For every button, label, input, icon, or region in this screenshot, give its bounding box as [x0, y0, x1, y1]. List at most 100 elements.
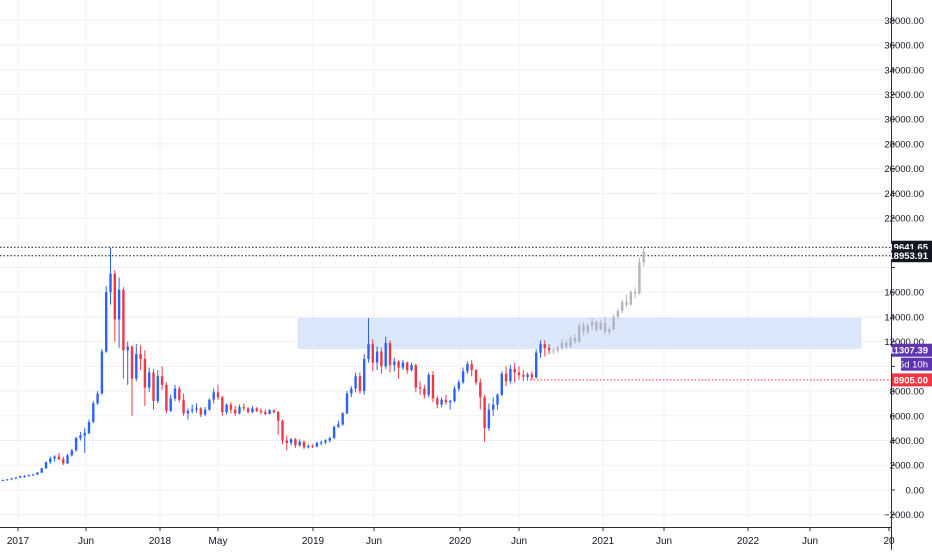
- candle-body: [461, 371, 465, 383]
- time-axis-background: [0, 527, 891, 550]
- price-label-tag: 11307.39: [889, 343, 932, 357]
- candle-body: [418, 387, 422, 389]
- candle-body: [496, 394, 499, 405]
- y-tick-label: 16000.00: [884, 288, 924, 299]
- candle-body: [36, 472, 39, 475]
- candle-body: [122, 289, 125, 351]
- x-tick-label: Jun: [366, 536, 382, 547]
- projection-candle-body: [612, 316, 615, 330]
- x-tick-label: 2019: [302, 536, 325, 547]
- candle-body: [14, 477, 18, 479]
- candle-body: [96, 393, 99, 404]
- candle-body: [169, 398, 172, 411]
- candle-body: [277, 412, 280, 421]
- candle-body: [113, 273, 116, 320]
- x-tick-label: 2022: [737, 536, 760, 547]
- candle-body: [397, 361, 400, 368]
- projection-candle-body: [633, 292, 637, 294]
- candles: [1, 247, 551, 482]
- candle-body: [298, 441, 301, 446]
- candle-body: [436, 398, 439, 405]
- countdown-box: [901, 357, 932, 371]
- projection-candles: [552, 247, 645, 354]
- candle-body: [44, 462, 48, 469]
- candle-body: [264, 412, 267, 414]
- candle-body: [208, 399, 211, 410]
- candle-body: [49, 458, 52, 463]
- candle-body: [337, 424, 340, 427]
- candle-body: [504, 373, 508, 382]
- y-tick-label: 36000.00: [884, 41, 924, 52]
- candle-body: [66, 455, 69, 464]
- candle-body: [513, 368, 516, 373]
- x-tick-label: 20: [883, 536, 895, 547]
- candle-body: [178, 388, 181, 400]
- candle-body: [242, 407, 245, 409]
- candle-body: [315, 442, 319, 447]
- x-tick-label: 2017: [7, 536, 30, 547]
- candle-body: [371, 344, 374, 363]
- candle-body: [31, 474, 35, 476]
- candle-body: [130, 346, 134, 379]
- y-tick-label: 34000.00: [884, 65, 924, 76]
- projection-candle-body: [616, 310, 620, 317]
- candle-body: [410, 365, 413, 371]
- candle-body: [27, 475, 30, 477]
- candle-body: [105, 292, 108, 352]
- candle-body: [453, 388, 456, 401]
- candle-body: [70, 450, 73, 456]
- projection-candle-body: [638, 262, 641, 294]
- candle-body: [427, 375, 430, 395]
- candle-body: [311, 446, 314, 448]
- candle-body: [393, 361, 396, 366]
- projection-candle-body: [560, 342, 564, 348]
- candle-body: [195, 408, 198, 410]
- price-label-text: 19641.65: [888, 243, 928, 254]
- candle-body: [62, 459, 65, 464]
- candle-body: [414, 365, 417, 388]
- candle-body: [148, 372, 151, 388]
- price-label-box: [892, 373, 932, 387]
- candle-body: [526, 374, 529, 377]
- candle-body: [367, 344, 370, 359]
- candle-body: [160, 376, 164, 385]
- candle-body: [332, 426, 336, 439]
- candle-body: [350, 388, 353, 394]
- candle-body: [474, 370, 478, 383]
- candle-body: [57, 456, 61, 460]
- candle-body: [358, 376, 362, 392]
- projection-candle-body: [621, 302, 624, 311]
- x-tick-label: Jun: [802, 536, 818, 547]
- horizontal-lines: [0, 246, 891, 381]
- candle-body: [212, 392, 215, 400]
- grid: [0, 0, 891, 527]
- candle-body: [324, 440, 327, 443]
- price-label-tag: 18953.91: [888, 249, 932, 263]
- projection-candle-body: [556, 347, 559, 351]
- candle-body: [380, 351, 383, 367]
- candle-body: [345, 393, 349, 414]
- candle-body: [23, 476, 26, 478]
- candle-body: [1, 479, 5, 481]
- countdown-text: 6d 10h: [899, 360, 928, 371]
- candle-body: [457, 382, 460, 389]
- y-tick-label: 14000.00: [884, 312, 924, 323]
- candle-body: [539, 344, 542, 353]
- y-tick-label: 6000.00: [890, 411, 924, 422]
- candle-body: [307, 446, 310, 448]
- candle-body: [92, 403, 95, 422]
- candle-body: [388, 342, 392, 366]
- candle-body: [530, 374, 534, 378]
- candle-body: [156, 376, 159, 401]
- candle-body: [423, 388, 426, 395]
- candle-body: [255, 408, 258, 411]
- candle-body: [87, 421, 91, 434]
- projection-candle-body: [603, 323, 607, 332]
- candle-body: [79, 435, 82, 439]
- candle-body: [229, 404, 233, 410]
- candle-body: [492, 404, 495, 410]
- projection-candle-body: [586, 325, 589, 332]
- y-tick-label: 24000.00: [884, 189, 924, 200]
